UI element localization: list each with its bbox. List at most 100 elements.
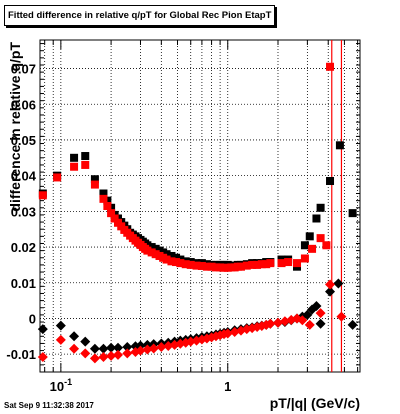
data-point bbox=[272, 317, 283, 328]
y-tick-label: 0.07 bbox=[11, 62, 36, 77]
data-point bbox=[325, 279, 336, 290]
data-point bbox=[265, 318, 276, 329]
data-point bbox=[147, 243, 156, 252]
data-point bbox=[106, 342, 117, 353]
data-point bbox=[348, 209, 357, 218]
data-point bbox=[147, 248, 156, 257]
data-point bbox=[325, 286, 336, 297]
data-point bbox=[110, 214, 119, 223]
data-point bbox=[103, 202, 112, 210]
data-point bbox=[211, 263, 220, 272]
timestamp: Sat Sep 9 11:32:38 2017 bbox=[4, 401, 94, 410]
data-point bbox=[122, 342, 133, 353]
x-tick-label: 10-1 bbox=[50, 377, 72, 394]
data-point bbox=[302, 309, 313, 320]
data-point bbox=[142, 344, 153, 355]
y-tick-label: 0.06 bbox=[11, 97, 36, 112]
data-point bbox=[38, 191, 47, 200]
data-point bbox=[202, 262, 211, 271]
data-point bbox=[257, 260, 266, 269]
series-1 bbox=[38, 62, 335, 272]
data-point bbox=[222, 328, 233, 339]
data-point bbox=[300, 241, 309, 250]
data-point bbox=[167, 251, 176, 260]
plot-frame bbox=[39, 39, 361, 373]
data-point bbox=[322, 241, 331, 250]
data-point bbox=[55, 320, 66, 331]
data-point bbox=[207, 262, 216, 271]
data-point bbox=[106, 350, 117, 361]
data-point bbox=[89, 343, 100, 354]
data-point bbox=[172, 258, 181, 267]
data-point bbox=[284, 258, 293, 267]
x-axis-label: pT/|q| (GeV/c) bbox=[270, 395, 360, 411]
data-point bbox=[311, 300, 322, 311]
data-point bbox=[143, 246, 152, 255]
x-tick-label: 1 bbox=[224, 379, 231, 394]
data-point bbox=[297, 315, 308, 326]
data-point bbox=[70, 162, 79, 171]
data-point bbox=[172, 253, 181, 262]
data-point bbox=[167, 257, 176, 266]
data-point bbox=[262, 260, 271, 269]
data-point bbox=[37, 352, 48, 363]
data-point bbox=[336, 311, 347, 322]
data-point bbox=[186, 260, 195, 269]
data-point bbox=[90, 175, 99, 184]
y-tick-label: 0.04 bbox=[11, 169, 37, 184]
data-point bbox=[315, 308, 326, 319]
data-point bbox=[266, 259, 275, 268]
y-tick-label: 0.05 bbox=[11, 133, 36, 148]
data-point bbox=[148, 343, 159, 354]
data-point bbox=[326, 177, 335, 186]
data-point bbox=[55, 334, 66, 345]
data-point bbox=[326, 62, 335, 71]
data-point bbox=[247, 323, 258, 334]
data-point bbox=[98, 343, 109, 354]
data-point bbox=[122, 348, 133, 359]
data-point bbox=[99, 189, 108, 198]
data-point bbox=[163, 340, 174, 351]
y-tick-label: 0 bbox=[29, 311, 36, 326]
data-point bbox=[81, 152, 90, 161]
data-point bbox=[53, 173, 62, 182]
data-point bbox=[316, 234, 325, 243]
data-point bbox=[37, 324, 48, 335]
data-point bbox=[69, 331, 80, 342]
y-tick-label: -0.01 bbox=[6, 347, 36, 362]
y-tick-label: 0.02 bbox=[11, 240, 36, 255]
y-axis-label: difference in relative q/pT bbox=[7, 42, 23, 212]
data-point bbox=[80, 348, 91, 359]
data-point bbox=[333, 278, 344, 289]
chart-title: Fitted difference in relative q/pT for G… bbox=[4, 5, 276, 26]
data-point bbox=[69, 343, 80, 354]
y-tick-label: 0.01 bbox=[11, 276, 36, 291]
data-point bbox=[156, 342, 167, 353]
data-point bbox=[242, 261, 251, 270]
data-point bbox=[308, 244, 317, 253]
data-point bbox=[293, 259, 302, 268]
data-point bbox=[248, 260, 257, 269]
grid bbox=[40, 40, 360, 372]
data-point bbox=[89, 353, 100, 364]
data-point bbox=[316, 203, 325, 212]
data-point bbox=[99, 194, 108, 203]
data-point bbox=[304, 319, 315, 330]
data-point bbox=[113, 349, 124, 360]
series-3 bbox=[37, 279, 347, 364]
axis-ticks bbox=[40, 40, 360, 373]
data-point bbox=[305, 232, 314, 241]
data-point bbox=[312, 214, 321, 223]
data-point bbox=[192, 261, 201, 270]
data-point bbox=[335, 141, 344, 150]
data-point bbox=[135, 345, 146, 356]
data-point bbox=[277, 259, 286, 268]
data-point bbox=[253, 260, 262, 269]
data-point bbox=[300, 254, 309, 263]
data-point bbox=[197, 261, 206, 270]
data-point bbox=[90, 180, 99, 189]
data-point bbox=[70, 153, 79, 162]
data-point bbox=[80, 336, 91, 347]
data-point bbox=[98, 352, 109, 363]
